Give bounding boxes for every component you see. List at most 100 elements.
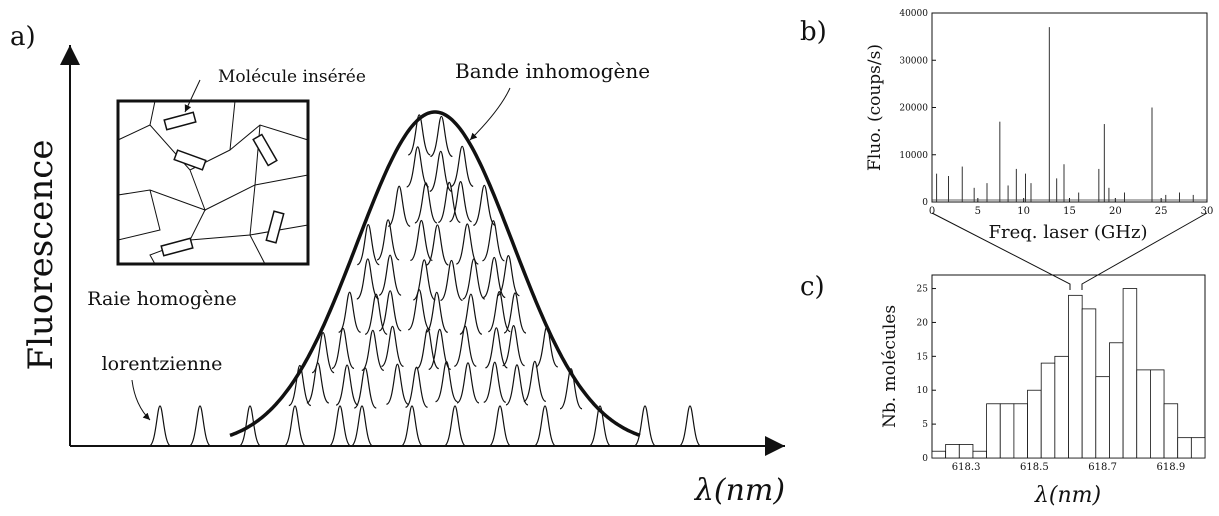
x-tick-label: 20 [1109, 206, 1122, 217]
x-tick-label: 5 [975, 206, 981, 217]
bar [945, 444, 960, 459]
panel-label: a) [10, 22, 36, 52]
lorentzian-line [429, 150, 453, 192]
lorentzian-line [353, 367, 377, 409]
lorentzian-line [503, 292, 527, 334]
lorentzian-line [535, 326, 559, 368]
bar [1177, 437, 1192, 459]
lorentzian-line [414, 182, 438, 224]
pointer [131, 379, 151, 421]
lorentzian-line [381, 325, 404, 367]
bar [1027, 389, 1042, 459]
lorentzian-line [440, 259, 463, 302]
lorentzian-lines [148, 114, 702, 447]
bar [1163, 403, 1179, 459]
x-label: λ(nm) [1034, 483, 1101, 508]
lorentzian-line [306, 362, 330, 404]
lorentzian-line [238, 405, 262, 447]
lorentzian-line [378, 254, 402, 296]
x-tick-label: 0 [929, 206, 935, 217]
bar [1109, 342, 1124, 459]
y-tick-label: 0 [922, 198, 928, 208]
lorentzian-line [148, 405, 172, 447]
y-label: Nb. molécules [880, 305, 900, 428]
lorentzian-line [502, 325, 525, 367]
lorentzian-line [350, 405, 374, 447]
lorentzian-line [449, 181, 472, 223]
lorentzian-line [311, 332, 335, 374]
bar [1136, 369, 1151, 459]
inset-box [116, 99, 310, 266]
inset-label: Molécule insérée [218, 67, 366, 87]
lorentzian-line [453, 325, 477, 367]
lorentzian-line [412, 259, 436, 301]
band-label: Bande inhomogène [455, 59, 650, 83]
y-tick-label: 20000 [899, 104, 928, 114]
zoom-connector [931, 212, 1208, 290]
lorentzian-line [505, 364, 529, 406]
lorentzian-line [376, 219, 400, 261]
lorentzian-line [188, 405, 212, 447]
lorentzian-line [364, 293, 388, 335]
lorentzian-line [406, 146, 430, 188]
inhomogeneous-band [229, 110, 641, 438]
y-tick-label: 10 [917, 386, 929, 396]
lorentzian-line [455, 223, 479, 265]
lorentzian-line [328, 405, 352, 447]
bar [1068, 294, 1083, 459]
pointer [184, 79, 201, 113]
bar [1013, 403, 1028, 459]
bar [1190, 437, 1206, 459]
lorentzian-line [633, 405, 657, 447]
bar [1081, 308, 1097, 459]
inset-molecules [160, 111, 285, 257]
lorentzian-line [435, 361, 458, 403]
lorentzian-line [483, 361, 507, 403]
x-label: λ(nm) [694, 473, 785, 508]
lorentzian-line [485, 327, 508, 369]
y-tick-label: 20 [917, 318, 929, 328]
bar [958, 444, 974, 459]
bar [999, 403, 1015, 459]
bar [986, 403, 1001, 459]
lorentzian-line [400, 405, 424, 447]
lorentzian-line [459, 293, 483, 335]
lorentzian-line [437, 181, 461, 223]
panel-label: c) [800, 272, 825, 302]
bar [1054, 355, 1069, 459]
lorentzian-line [410, 219, 433, 262]
lorentzian-line [497, 254, 520, 297]
lorentzian-line [387, 185, 411, 227]
lorentzian-line [456, 362, 480, 404]
lorentzian-line [407, 114, 431, 156]
y-tick-label: 40000 [899, 9, 928, 19]
x-tick-label: 10 [1017, 206, 1030, 217]
lorentzian-line [443, 405, 467, 447]
lorentzian-line [487, 290, 511, 333]
x-label: Freq. laser (GHz) [988, 222, 1147, 243]
lorentzian-line [450, 145, 474, 187]
y-tick-label: 15 [917, 352, 929, 362]
y-tick-label: 10000 [899, 151, 928, 161]
lorentzian-line [559, 368, 583, 410]
plot-frame [931, 12, 1208, 203]
lorentzian-line [426, 224, 449, 266]
lorentzian-line [482, 220, 505, 262]
x-tick-label: 25 [1155, 206, 1168, 217]
lorentzian-line [428, 328, 452, 370]
lorentzian-line [588, 405, 612, 447]
lorentzian-line [331, 327, 355, 369]
lorentzian-line [378, 290, 402, 332]
x-tick-label: 618.7 [1088, 462, 1117, 473]
y-label: Fluo. (coups/s) [865, 44, 885, 171]
lorentzian-line [523, 360, 547, 403]
y-label: Fluorescence [21, 140, 61, 371]
lorentzian-line [361, 329, 385, 371]
x-tick-label: 30 [1201, 206, 1214, 217]
lorentzian-line [356, 224, 380, 266]
bar [1150, 369, 1165, 459]
line-label: lorentzienne [102, 353, 223, 375]
y-tick-label: 30000 [899, 56, 928, 66]
x-tick-label: 618.3 [952, 462, 981, 473]
